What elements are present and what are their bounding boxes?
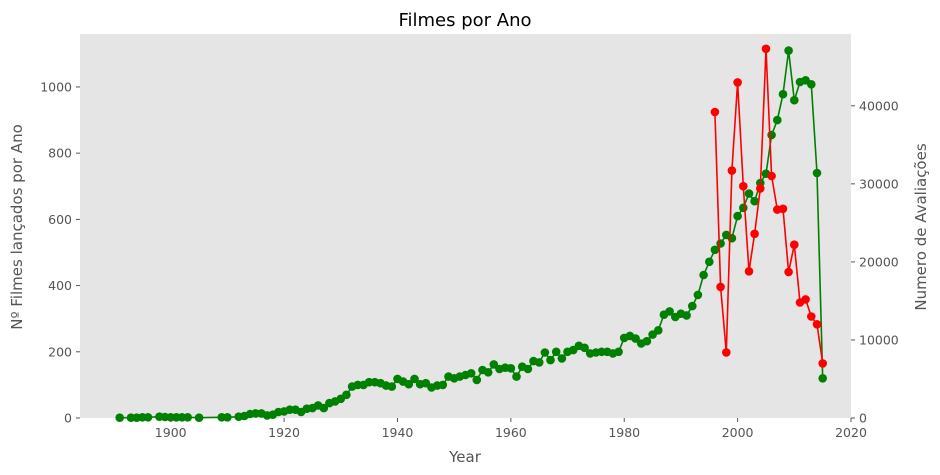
- data-point: [489, 360, 499, 369]
- data-point: [710, 107, 720, 117]
- chart-title: Filmes por Ano: [398, 10, 531, 31]
- data-point: [688, 301, 697, 311]
- data-point: [818, 374, 827, 383]
- data-point: [438, 380, 448, 390]
- data-point: [733, 78, 742, 87]
- data-point: [744, 189, 754, 198]
- x-tick-label: 1940: [382, 425, 414, 440]
- data-point: [778, 89, 788, 99]
- data-point: [705, 257, 714, 267]
- data-point: [342, 390, 351, 400]
- data-point: [319, 403, 329, 413]
- data-point: [812, 168, 822, 178]
- data-point: [773, 115, 782, 125]
- data-point: [818, 359, 827, 368]
- data-point: [790, 95, 799, 105]
- data-point: [472, 375, 482, 385]
- data-point: [540, 348, 550, 357]
- x-tick-label: 1920: [268, 425, 300, 440]
- data-point: [784, 46, 793, 55]
- data-point: [767, 130, 776, 140]
- data-point: [223, 413, 232, 422]
- y-right-tick-label: 0: [859, 411, 867, 426]
- y-right-tick-label: 20000: [859, 254, 899, 269]
- data-point: [733, 211, 742, 221]
- data-point: [722, 348, 731, 357]
- data-point: [778, 204, 788, 214]
- data-point: [654, 326, 663, 335]
- data-point: [716, 282, 725, 292]
- data-point: [410, 374, 419, 384]
- y-axis-label-right: Numero de Avaliações: [912, 143, 930, 310]
- data-point: [682, 311, 691, 320]
- x-axis-label: Year: [448, 448, 482, 466]
- data-point: [744, 267, 754, 276]
- data-point: [466, 369, 476, 378]
- data-point: [483, 368, 493, 377]
- data-point: [183, 413, 192, 422]
- data-point: [665, 307, 674, 316]
- data-point: [387, 382, 397, 391]
- data-point: [767, 171, 776, 181]
- data-point: [761, 44, 771, 54]
- data-point: [812, 320, 822, 329]
- data-point: [557, 354, 567, 363]
- data-point: [750, 196, 759, 206]
- data-point: [727, 233, 737, 243]
- x-tick-label: 1960: [495, 425, 527, 440]
- data-point: [739, 203, 748, 213]
- y-right-tick-label: 10000: [859, 332, 899, 347]
- y-left-tick-label: 200: [48, 344, 72, 359]
- x-tick-label: 2000: [722, 425, 754, 440]
- data-point: [807, 312, 816, 321]
- data-point: [756, 184, 765, 193]
- data-point: [642, 336, 652, 346]
- axes-layer: 1900 1920 1940 1960 1980 2000 2020020040060080…: [40, 79, 899, 440]
- y-left-tick-label: 0: [64, 411, 72, 426]
- data-point: [807, 80, 816, 89]
- data-point: [546, 355, 555, 365]
- data-point: [404, 379, 414, 389]
- data-point: [534, 358, 544, 367]
- x-tick-label: 2020: [835, 425, 867, 440]
- data-point: [194, 413, 204, 423]
- data-point: [699, 270, 708, 280]
- x-tick-label: 1900: [155, 425, 187, 440]
- data-point: [790, 240, 799, 249]
- y-right-tick-label: 40000: [859, 98, 899, 113]
- y-left-tick-label: 600: [48, 212, 72, 227]
- data-point: [710, 245, 720, 255]
- data-point: [784, 267, 793, 277]
- x-tick-label: 1980: [608, 425, 640, 440]
- y-left-tick-label: 800: [48, 146, 72, 161]
- data-point: [115, 413, 124, 423]
- data-point: [716, 239, 725, 248]
- series-right: [710, 44, 827, 368]
- data-point: [523, 364, 533, 374]
- series-left: [115, 46, 827, 423]
- data-point: [614, 347, 623, 357]
- data-point: [143, 413, 153, 422]
- data-point: [580, 343, 589, 353]
- data-point: [801, 295, 810, 304]
- data-point: [631, 334, 640, 343]
- y-left-tick-label: 1000: [40, 79, 72, 94]
- data-point: [512, 372, 521, 381]
- data-point: [727, 166, 737, 175]
- y-left-tick-label: 400: [48, 278, 72, 293]
- data-point: [750, 229, 759, 239]
- data-point: [506, 364, 516, 373]
- y-axis-label-left: Nº Filmes lançados por Ano: [8, 124, 26, 330]
- data-point: [693, 290, 703, 300]
- series-layer: [115, 44, 827, 423]
- y-right-tick-label: 30000: [859, 176, 899, 191]
- data-point: [739, 181, 748, 191]
- data-point: [551, 347, 561, 357]
